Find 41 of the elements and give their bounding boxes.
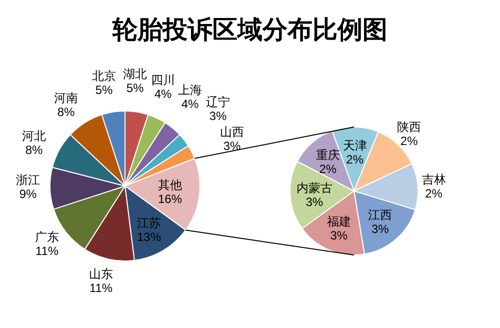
data-label: 2% xyxy=(400,134,418,148)
data-label: 11% xyxy=(35,244,59,258)
data-label: 13% xyxy=(136,230,162,244)
slice-label: 广东 xyxy=(35,230,59,244)
data-label: 2% xyxy=(425,186,443,200)
slice-label: 山东 xyxy=(89,267,113,281)
data-label: 8% xyxy=(57,105,75,119)
data-label: 3% xyxy=(306,194,324,209)
slice-label: 江苏 xyxy=(137,216,161,230)
slice-label: 北京 xyxy=(92,69,116,83)
slice-label: 上海 xyxy=(178,83,202,97)
slice-label: 陕西 xyxy=(397,120,422,134)
slice-label: 吉林 xyxy=(422,172,446,186)
slice-label: 湖北 xyxy=(123,67,147,81)
slice-label: 福建 xyxy=(326,214,351,229)
slice-label: 其他 xyxy=(158,178,182,192)
data-label: 3% xyxy=(209,109,227,123)
slice-label: 内蒙古 xyxy=(296,180,332,195)
chart-title: 轮胎投诉区域分布比例图 xyxy=(112,16,388,44)
data-label: 3% xyxy=(371,222,390,236)
data-label: 11% xyxy=(89,281,113,295)
data-label: 4% xyxy=(181,97,199,111)
data-label: 2% xyxy=(346,152,364,166)
data-label: 8% xyxy=(25,143,43,157)
slice-label: 天津 xyxy=(342,138,367,152)
data-label: 5% xyxy=(126,81,144,95)
slice-label: 重庆 xyxy=(316,148,340,162)
data-label: 9% xyxy=(19,187,37,201)
data-label: 3% xyxy=(330,228,348,243)
slice-label: 辽宁 xyxy=(206,95,230,109)
data-label: 4% xyxy=(154,87,172,101)
slice-label: 山西 xyxy=(220,125,244,139)
slice-label: 浙江 xyxy=(16,173,40,187)
slice-label: 四川 xyxy=(151,73,175,87)
slice-label: 河北 xyxy=(22,129,46,143)
data-label: 16% xyxy=(158,192,182,206)
slice-label: 河南 xyxy=(54,91,78,105)
data-label: 3% xyxy=(223,139,241,153)
data-label: 2% xyxy=(319,162,337,176)
data-label: 5% xyxy=(95,83,113,97)
slice-label: 江西 xyxy=(368,208,392,222)
